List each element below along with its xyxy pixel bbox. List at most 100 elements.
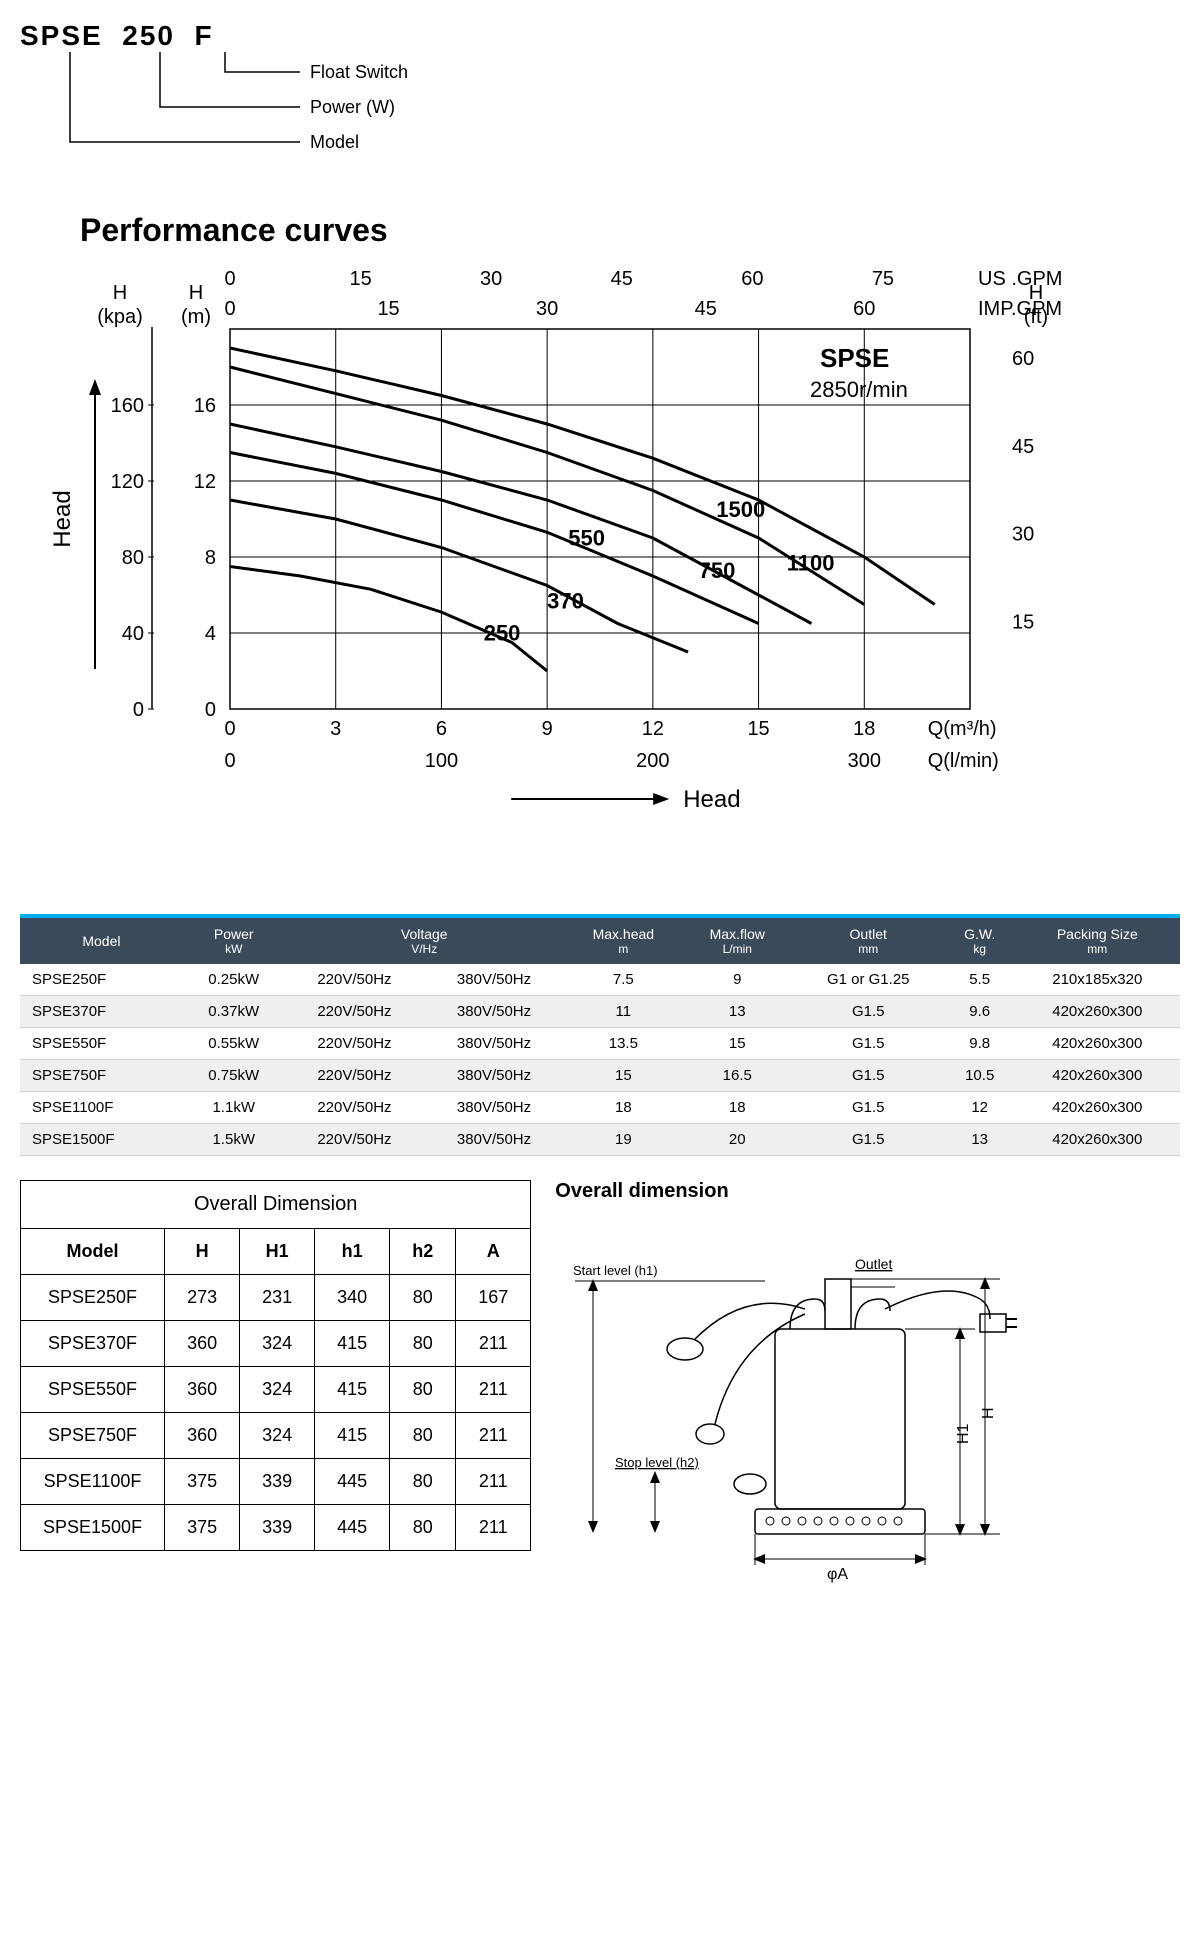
performance-curves-title: Performance curves [80, 212, 1180, 249]
dim-row: SPSE1100F37533944580211 [21, 1459, 531, 1505]
svg-text:120: 120 [111, 471, 144, 493]
dim-cell: SPSE750F [21, 1413, 165, 1459]
svg-text:45: 45 [695, 298, 717, 320]
dim-col-header: h2 [390, 1229, 456, 1275]
svg-text:16: 16 [194, 395, 216, 417]
svg-text:3: 3 [330, 718, 341, 740]
spec-cell: 220V/50Hz [285, 1060, 425, 1092]
spec-cell: 0.25kW [183, 964, 285, 996]
dim-cell: SPSE1100F [21, 1459, 165, 1505]
svg-text:SPSE: SPSE [820, 343, 889, 373]
spec-row: SPSE370F0.37kW220V/50Hz380V/50Hz1113G1.5… [20, 996, 1180, 1028]
spec-cell: 11 [564, 996, 683, 1028]
svg-text:Q(m³/h): Q(m³/h) [928, 718, 997, 740]
dim-cell: SPSE1500F [21, 1505, 165, 1551]
dim-row: SPSE750F36032441580211 [21, 1413, 531, 1459]
spec-col-header: G.W.kg [945, 918, 1015, 964]
spec-cell: 1.5kW [183, 1124, 285, 1156]
svg-text:2850r/min: 2850r/min [810, 377, 908, 402]
svg-text:15: 15 [349, 268, 371, 290]
spec-cell: 18 [564, 1092, 683, 1124]
svg-text:15: 15 [747, 718, 769, 740]
dim-col-header: A [456, 1229, 531, 1275]
spec-cell: 380V/50Hz [424, 996, 564, 1028]
dim-cell: 231 [240, 1275, 315, 1321]
dimension-table-title: Overall Dimension [21, 1181, 531, 1229]
spec-cell: 0.37kW [183, 996, 285, 1028]
dim-cell: 340 [315, 1275, 390, 1321]
spec-cell: 220V/50Hz [285, 1028, 425, 1060]
spec-cell: 0.75kW [183, 1060, 285, 1092]
dim-cell: 415 [315, 1367, 390, 1413]
svg-text:250: 250 [484, 621, 521, 646]
model-decode-lines: Float Switch Power (W) Model [20, 52, 540, 182]
spec-cell: 220V/50Hz [285, 964, 425, 996]
dim-col-header: H [165, 1229, 240, 1275]
dim-cell: 211 [456, 1413, 531, 1459]
svg-text:0: 0 [224, 268, 235, 290]
svg-text:0: 0 [224, 750, 235, 772]
svg-text:30: 30 [536, 298, 558, 320]
dim-cell: 360 [165, 1321, 240, 1367]
dim-cell: 211 [456, 1321, 531, 1367]
dim-cell: 415 [315, 1321, 390, 1367]
spec-cell: 380V/50Hz [424, 964, 564, 996]
svg-text:Stop level (h2): Stop level (h2) [615, 1455, 699, 1470]
svg-text:Q(l/min): Q(l/min) [928, 750, 999, 772]
decode-label-model: Model [310, 132, 359, 152]
svg-text:(m): (m) [181, 306, 211, 328]
svg-text:370: 370 [547, 588, 584, 613]
spec-table: ModelPowerkWVoltageV/HzMax.headmMax.flow… [20, 914, 1180, 1156]
spec-col-header: Packing Sizemm [1015, 918, 1180, 964]
spec-cell: 0.55kW [183, 1028, 285, 1060]
svg-text:0: 0 [133, 699, 144, 721]
dim-cell: 80 [390, 1413, 456, 1459]
svg-text:30: 30 [1012, 524, 1034, 546]
spec-cell: 13.5 [564, 1028, 683, 1060]
spec-cell: G1.5 [792, 1092, 945, 1124]
spec-row: SPSE1500F1.5kW220V/50Hz380V/50Hz1920G1.5… [20, 1124, 1180, 1156]
spec-cell: 13 [683, 996, 792, 1028]
dim-cell: 80 [390, 1367, 456, 1413]
svg-text:160: 160 [111, 395, 144, 417]
svg-text:100: 100 [425, 750, 458, 772]
spec-cell: 10.5 [945, 1060, 1015, 1092]
svg-text:Head: Head [49, 490, 76, 547]
overall-dimension-panel: Overall dimension OutletStart level (h1)… [555, 1180, 1035, 1594]
spec-cell: 12 [945, 1092, 1015, 1124]
svg-text:45: 45 [611, 268, 633, 290]
spec-col-header: VoltageV/Hz [285, 918, 564, 964]
spec-col-header: Max.flowL/min [683, 918, 792, 964]
spec-cell: 15 [683, 1028, 792, 1060]
svg-text:300: 300 [848, 750, 881, 772]
svg-text:15: 15 [377, 298, 399, 320]
svg-text:750: 750 [699, 558, 736, 583]
spec-cell: 16.5 [683, 1060, 792, 1092]
overall-dimension-diagram: OutletStart level (h1)Stop level (h2)HH1… [555, 1209, 1035, 1589]
spec-cell: SPSE750F [20, 1060, 183, 1092]
svg-text:75: 75 [872, 268, 894, 290]
svg-text:H: H [113, 282, 127, 304]
spec-cell: 220V/50Hz [285, 1124, 425, 1156]
svg-text:φA: φA [827, 1566, 848, 1583]
spec-cell: 420x260x300 [1015, 1124, 1180, 1156]
svg-text:(kpa): (kpa) [97, 306, 143, 328]
spec-cell: 5.5 [945, 964, 1015, 996]
spec-cell: SPSE1100F [20, 1092, 183, 1124]
spec-cell: 380V/50Hz [424, 1124, 564, 1156]
dim-cell: 324 [240, 1367, 315, 1413]
dim-cell: 339 [240, 1459, 315, 1505]
dim-cell: 339 [240, 1505, 315, 1551]
model-code-decoder: SPSE 250 F Float Switch Power (W) Model [20, 20, 1180, 182]
spec-cell: 15 [564, 1060, 683, 1092]
svg-text:H: H [189, 282, 203, 304]
dim-cell: 375 [165, 1459, 240, 1505]
code-part-power: 250 [122, 20, 175, 51]
spec-cell: 9.8 [945, 1028, 1015, 1060]
code-part-model: SPSE [20, 20, 103, 51]
dim-cell: 445 [315, 1459, 390, 1505]
code-part-float: F [195, 20, 214, 51]
model-code-title: SPSE 250 F [20, 20, 1180, 52]
svg-text:Outlet: Outlet [855, 1256, 892, 1272]
dim-cell: 211 [456, 1367, 531, 1413]
